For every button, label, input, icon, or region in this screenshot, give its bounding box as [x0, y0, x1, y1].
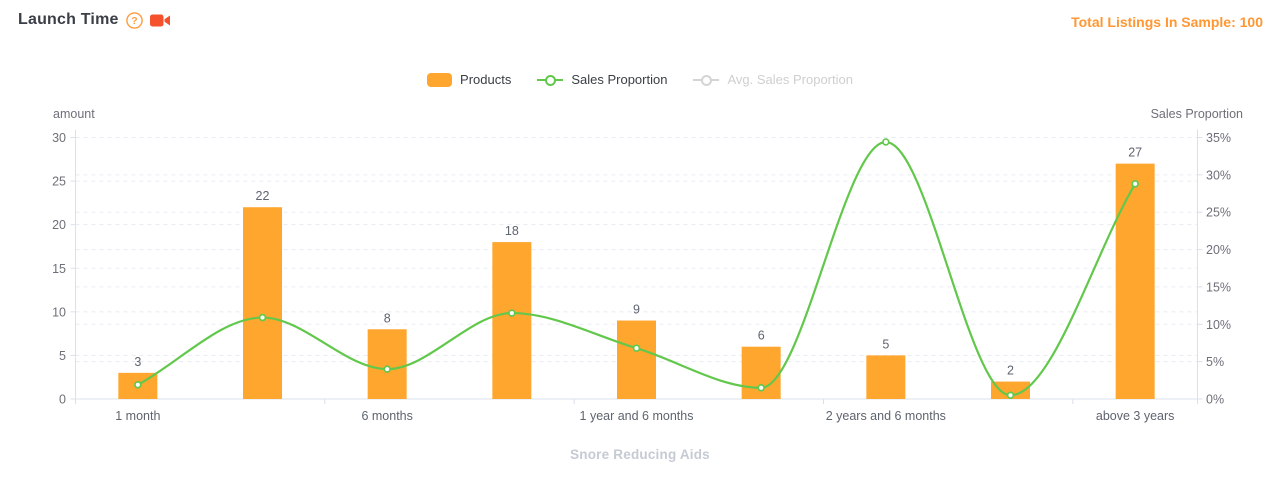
bar-value-label: 2 [1007, 364, 1014, 378]
bar-swatch-icon [427, 72, 453, 87]
legend-item-sales-proportion[interactable]: Sales Proportion [537, 72, 667, 87]
x-tick-label: 1 year and 6 months [580, 409, 694, 423]
panel-header: Launch Time ? [18, 11, 171, 29]
bar-value-label: 9 [633, 303, 640, 317]
y-tick-label-right: 25% [1206, 206, 1231, 220]
y-tick-label-right: 30% [1206, 168, 1231, 182]
y-tick-label-left: 25 [52, 175, 66, 189]
legend-item-products[interactable]: Products [427, 72, 511, 87]
y-tick-label-right: 10% [1206, 318, 1231, 332]
legend-label: Sales Proportion [571, 72, 668, 87]
bar[interactable] [866, 355, 906, 399]
bar-value-label: 22 [256, 189, 270, 203]
line-marker[interactable] [383, 365, 391, 373]
page-title: Launch Time [18, 11, 119, 28]
x-tick-label: 1 month [115, 409, 160, 423]
x-tick-label: above 3 years [1096, 409, 1175, 423]
bar-value-label: 6 [758, 329, 765, 343]
y-tick-label-left: 5 [59, 349, 66, 363]
video-camera-icon[interactable] [149, 13, 171, 28]
legend-item-avg-sales-proportion[interactable]: Avg. Sales Proportion [693, 72, 853, 87]
x-tick-label: 6 months [361, 409, 412, 423]
line-marker[interactable] [1131, 180, 1139, 188]
bar[interactable] [1115, 163, 1155, 399]
y-tick-label-right: 5% [1206, 355, 1224, 369]
bar-value-label: 5 [882, 337, 889, 351]
y-tick-label-right: 15% [1206, 280, 1231, 294]
line-marker[interactable] [134, 381, 142, 389]
bar[interactable] [617, 320, 656, 399]
line-marker[interactable] [757, 384, 765, 392]
line-marker[interactable] [882, 138, 890, 146]
y-tick-label-right: 35% [1206, 131, 1231, 145]
svg-text:?: ? [131, 15, 137, 27]
line-swatch-icon-gray [693, 73, 720, 87]
line-marker[interactable] [508, 309, 516, 317]
line-marker[interactable] [632, 344, 641, 352]
category-subtitle: Snore Reducing Aids [570, 447, 710, 462]
line-swatch-icon [537, 73, 564, 87]
y-tick-label-left: 20 [52, 218, 66, 232]
y-tick-label-left: 30 [52, 131, 66, 145]
bar-value-label: 27 [1128, 146, 1142, 160]
y-tick-label-right: 0% [1206, 393, 1224, 407]
right-axis-title: Sales Proportion [1150, 107, 1243, 121]
y-tick-label-right: 20% [1206, 243, 1231, 257]
y-tick-label-left: 15 [52, 262, 66, 276]
x-tick-label: 2 years and 6 months [826, 409, 946, 423]
bar-value-label: 3 [134, 355, 141, 369]
line-marker[interactable] [1006, 391, 1015, 400]
bar[interactable] [991, 381, 1030, 399]
help-question-icon[interactable]: ? [125, 11, 143, 29]
sales-proportion-line [137, 140, 1137, 397]
y-tick-label-left: 10 [52, 305, 66, 319]
line-marker[interactable] [258, 313, 267, 322]
y-tick-label-left: 0 [59, 393, 66, 407]
legend-label: Products [460, 72, 512, 87]
legend-label: Avg. Sales Proportion [727, 72, 853, 87]
chart-legend: Products Sales Proportion Avg. Sales Pro… [0, 72, 1280, 87]
bar[interactable] [492, 242, 532, 399]
bar-value-label: 18 [505, 224, 519, 238]
left-axis-title: amount [53, 107, 95, 121]
bar[interactable] [367, 329, 407, 399]
total-listings-label: Total Listings In Sample: 100 [1071, 14, 1263, 30]
bar[interactable] [243, 207, 282, 399]
bar-value-label: 8 [384, 311, 391, 325]
